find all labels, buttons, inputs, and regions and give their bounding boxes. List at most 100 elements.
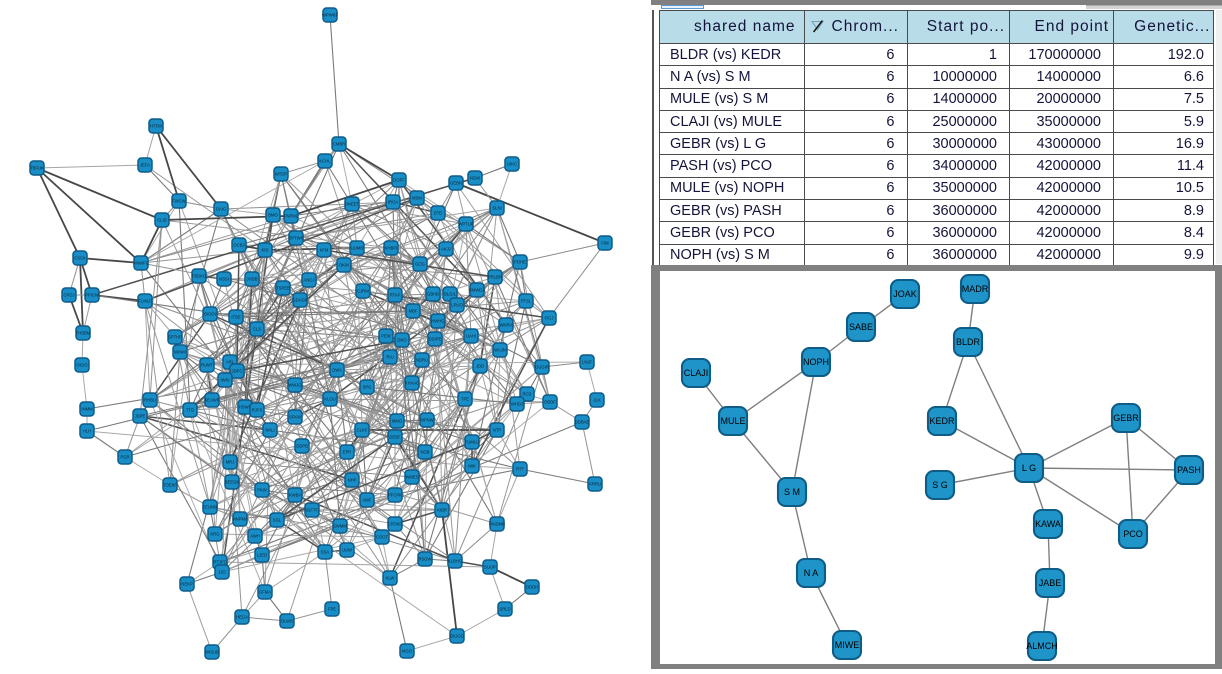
svg-text:MMO: MMO xyxy=(392,419,403,424)
svg-text:KLOU: KLOU xyxy=(324,397,335,402)
svg-text:COOT: COOT xyxy=(376,535,389,540)
svg-text:PEW: PEW xyxy=(381,334,391,339)
svg-text:N A: N A xyxy=(804,568,819,578)
svg-text:GOG: GOG xyxy=(415,262,425,267)
svg-text:DOFF: DOFF xyxy=(393,178,405,183)
svg-text:KFM: KFM xyxy=(320,248,329,253)
svg-text:WADMN: WADMN xyxy=(489,522,505,527)
svg-text:UUW: UUW xyxy=(342,548,352,553)
svg-text:ANCJ: ANCJ xyxy=(304,278,315,283)
svg-text:DDBAE: DDBAE xyxy=(575,420,590,425)
svg-text:GBHB: GBHB xyxy=(427,292,439,297)
svg-text:CMBR: CMBR xyxy=(333,142,345,147)
svg-text:CPDJ: CPDJ xyxy=(64,293,75,298)
svg-text:DNO: DNO xyxy=(397,338,407,343)
svg-text:JJO: JJO xyxy=(218,570,226,575)
svg-text:GEBR: GEBR xyxy=(1113,413,1139,423)
svg-text:FICJ: FICJ xyxy=(545,316,554,321)
svg-text:IWKI: IWKI xyxy=(220,378,229,383)
svg-text:SSA: SSA xyxy=(321,550,330,555)
svg-text:INMM: INMM xyxy=(81,407,93,412)
svg-text:SABE: SABE xyxy=(849,322,873,332)
svg-text:DPTWH: DPTWH xyxy=(288,236,303,241)
svg-text:OIGO: OIGO xyxy=(77,363,89,368)
svg-text:NOPH: NOPH xyxy=(803,357,829,367)
svg-text:NSSI: NSSI xyxy=(219,277,229,282)
svg-text:TSPEB: TSPEB xyxy=(276,286,290,291)
svg-text:OBDF: OBDF xyxy=(544,400,556,405)
svg-text:CLS: CLS xyxy=(253,327,261,332)
svg-text:FIM: FIM xyxy=(601,241,609,246)
svg-text:OAIG: OAIG xyxy=(216,207,226,212)
svg-text:PRLBR: PRLBR xyxy=(488,275,502,280)
svg-text:KRG: KRG xyxy=(210,532,219,537)
svg-text:RUMT: RUMT xyxy=(201,363,214,368)
svg-text:WWJG: WWJG xyxy=(288,383,301,388)
svg-text:FWCW: FWCW xyxy=(172,199,186,204)
svg-text:KEDR: KEDR xyxy=(929,416,955,426)
svg-text:DNEET: DNEET xyxy=(345,202,360,207)
svg-text:HTFM: HTFM xyxy=(150,124,162,129)
svg-text:WMES: WMES xyxy=(405,475,418,480)
svg-text:MBF: MBF xyxy=(409,309,418,314)
svg-text:IGFTF: IGFTF xyxy=(306,508,319,513)
svg-text:PCO: PCO xyxy=(1123,529,1143,539)
svg-text:MSM: MSM xyxy=(412,196,422,201)
svg-text:JDPC: JDPC xyxy=(232,369,243,374)
svg-text:CLAJI: CLAJI xyxy=(684,368,709,378)
svg-text:KLBHO: KLBHO xyxy=(448,559,463,564)
svg-text:CPOKD: CPOKD xyxy=(388,522,403,527)
svg-text:ANWFU: ANWFU xyxy=(133,261,148,266)
svg-text:NHP: NHP xyxy=(348,478,357,483)
svg-text:L G: L G xyxy=(1022,463,1036,473)
svg-text:TBFUK: TBFUK xyxy=(30,166,44,171)
svg-text:MULE: MULE xyxy=(720,416,745,426)
svg-text:LPUO: LPUO xyxy=(451,303,463,308)
svg-text:SUUP: SUUP xyxy=(484,565,496,570)
svg-text:SPG: SPG xyxy=(363,385,372,390)
svg-text:NOB: NOB xyxy=(420,450,429,455)
svg-text:ALMCH: ALMCH xyxy=(1026,641,1058,651)
svg-text:CJRM: CJRM xyxy=(357,289,369,294)
svg-text:KCHL: KCHL xyxy=(319,159,331,164)
svg-text:PFCPK: PFCPK xyxy=(388,493,402,498)
svg-text:DTD: DTD xyxy=(434,211,443,216)
svg-text:HLH: HLH xyxy=(83,429,91,434)
svg-text:NKLI: NKLI xyxy=(265,428,274,433)
svg-text:SWMM: SWMM xyxy=(333,524,347,529)
svg-text:MGO: MGO xyxy=(402,649,413,654)
svg-text:MADR: MADR xyxy=(962,284,989,294)
svg-text:GDAGF: GDAGF xyxy=(293,298,308,303)
svg-text:RMWDA: RMWDA xyxy=(469,288,485,293)
svg-text:KWBA: KWBA xyxy=(289,493,302,498)
svg-text:DWA: DWA xyxy=(332,368,342,373)
svg-text:RIU: RIU xyxy=(386,355,393,360)
svg-text:NDRU: NDRU xyxy=(416,358,428,363)
svg-text:BEEGK: BEEGK xyxy=(225,480,240,485)
svg-text:MPNW: MPNW xyxy=(420,418,433,423)
svg-text:GEBN: GEBN xyxy=(450,181,462,186)
svg-text:TTG: TTG xyxy=(186,408,194,413)
svg-text:FLMLF: FLMLF xyxy=(138,299,152,304)
svg-text:AWF: AWF xyxy=(362,498,372,503)
svg-text:FUMLU: FUMLU xyxy=(465,440,479,445)
svg-text:WPWKF: WPWKF xyxy=(322,13,338,18)
svg-text:UUMB: UUMB xyxy=(351,246,364,251)
svg-text:LJED: LJED xyxy=(257,553,267,558)
svg-text:GUGIR: GUGIR xyxy=(535,365,549,370)
svg-text:EPP: EPP xyxy=(343,450,352,455)
svg-text:CSCK: CSCK xyxy=(74,256,86,261)
svg-text:MIWE: MIWE xyxy=(835,640,860,650)
svg-text:MNPMA: MNPMA xyxy=(232,517,248,522)
svg-text:WPTUP: WPTUP xyxy=(458,222,473,227)
svg-text:RHBU: RHBU xyxy=(144,398,156,403)
svg-text:SLNI: SLNI xyxy=(492,206,501,211)
svg-text:AWH: AWH xyxy=(250,534,260,539)
svg-text:BMO: BMO xyxy=(268,213,278,218)
svg-text:ARL: ARL xyxy=(226,360,235,365)
svg-text:GFMA: GFMA xyxy=(259,590,271,595)
svg-text:S M: S M xyxy=(784,487,800,497)
svg-text:TPE: TPE xyxy=(461,397,469,402)
svg-text:JHDB: JHDB xyxy=(247,277,258,282)
svg-text:IROA: IROA xyxy=(388,200,398,205)
